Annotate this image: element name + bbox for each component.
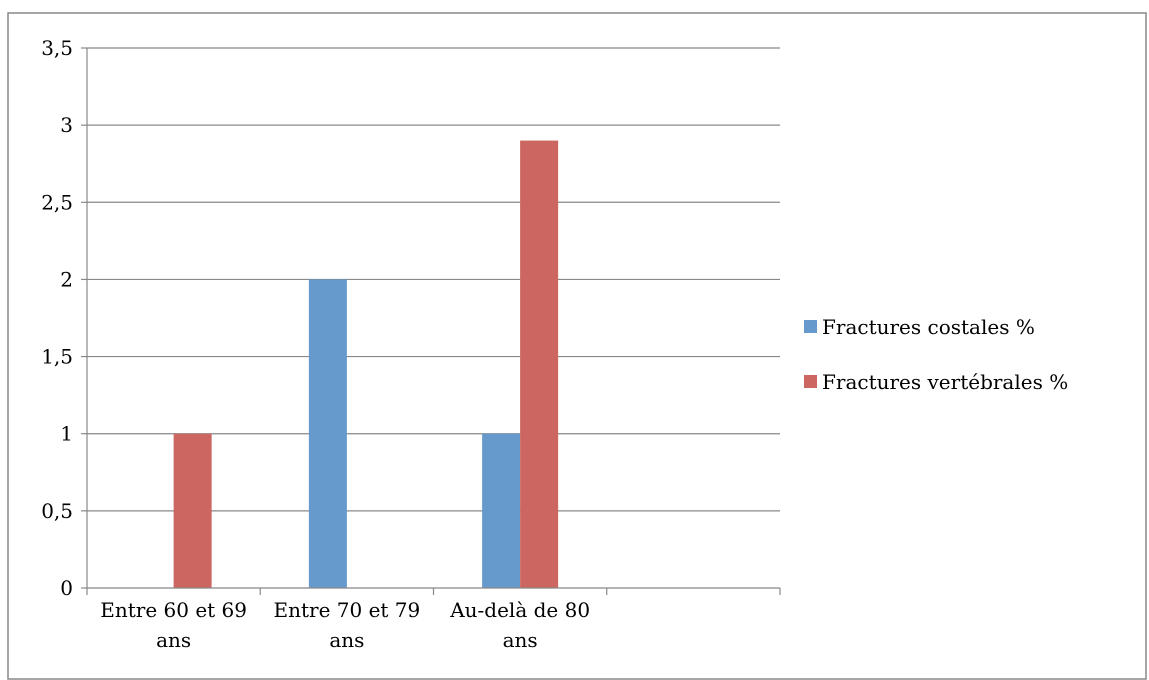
legend-swatch: [804, 320, 817, 333]
axes: [81, 47, 781, 595]
bar: [482, 433, 521, 588]
bar: [173, 433, 212, 588]
legend-label: Fractures costales %: [822, 315, 1035, 339]
bars: [173, 140, 559, 589]
x-tick-label: Entre 60 et 69: [100, 598, 247, 622]
y-tick-label: 1: [60, 422, 73, 446]
legend-label: Fractures vertébrales %: [822, 370, 1068, 394]
y-tick-label: 1,5: [41, 345, 73, 369]
y-tick-label: 2: [60, 267, 73, 291]
x-tick-label: Au-delà de 80: [449, 598, 590, 622]
bar: [308, 279, 347, 588]
x-tick-label: ans: [156, 628, 191, 652]
x-tick-label: ans: [329, 628, 364, 652]
y-tick-labels: 0 0,5 1 1,5 2 2,5 3 3,5: [41, 36, 73, 600]
y-tick-label: 0,5: [41, 499, 73, 523]
y-tick-label: 3,5: [41, 36, 73, 60]
legend: Fractures costales % Fractures vertébrale…: [804, 315, 1068, 394]
bar: [520, 140, 559, 589]
legend-swatch: [804, 375, 817, 388]
y-tick-label: 3: [60, 113, 73, 137]
x-tick-label: ans: [503, 628, 538, 652]
x-tick-labels: Entre 60 et 69 ans Entre 70 et 79 ans Au-del…: [100, 598, 590, 652]
x-tick-label: Entre 70 et 79: [273, 598, 420, 622]
y-tick-label: 0: [60, 576, 73, 600]
y-tick-label: 2,5: [41, 190, 73, 214]
